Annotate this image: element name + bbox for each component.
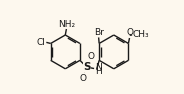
Text: O: O — [88, 52, 95, 61]
Text: N: N — [95, 63, 102, 72]
Text: Cl: Cl — [37, 38, 46, 47]
Text: CH₃: CH₃ — [132, 30, 149, 39]
Text: NH₂: NH₂ — [58, 20, 75, 29]
Text: H: H — [95, 67, 102, 76]
Text: Br: Br — [94, 28, 104, 37]
Text: O: O — [126, 28, 133, 38]
Text: O: O — [79, 74, 86, 83]
Text: S: S — [83, 62, 91, 72]
